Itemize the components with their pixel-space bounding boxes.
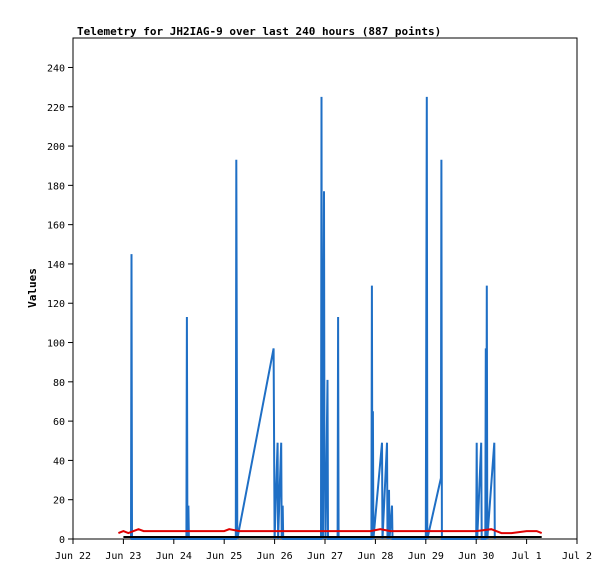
y-tick-label: 20 <box>53 496 65 507</box>
series-layer <box>118 96 543 540</box>
x-axis: Jun 22 Jun 23 Jun 24 Jun 25 Jun 26 Jun 27 Jun … <box>55 539 592 562</box>
chart-title: Telemetry for JH2IAG-9 over last 240 hou… <box>77 25 441 38</box>
y-tick-label: 100 <box>47 339 65 350</box>
y-tick-label: 120 <box>47 299 65 310</box>
y-tick-label: 40 <box>53 456 65 467</box>
x-tick-label: Jul 2 <box>562 551 592 562</box>
y-tick-label: 140 <box>47 260 65 271</box>
x-tick-label: Jun 23 <box>105 551 141 562</box>
y-tick-label: 200 <box>47 142 65 153</box>
y-tick-label: 220 <box>47 103 65 114</box>
x-tick-label: Jun 27 <box>307 551 343 562</box>
y-axis-label: Values <box>26 268 39 308</box>
y-tick-label: 160 <box>47 221 65 232</box>
y-tick-label: 60 <box>53 417 65 428</box>
x-tick-label: Jun 26 <box>257 551 293 562</box>
y-tick-label: 180 <box>47 181 65 192</box>
series-line-1 <box>130 96 496 540</box>
x-tick-label: Jun 30 <box>458 551 494 562</box>
x-tick-label: Jul 1 <box>512 551 542 562</box>
y-tick-label: 240 <box>47 63 65 74</box>
x-tick-label: Jun 28 <box>357 551 393 562</box>
y-axis: 0 20 40 60 80 100 120 140 160 180 200 220 240 <box>47 63 73 546</box>
y-tick-label: 0 <box>59 535 65 546</box>
series-line-2 <box>118 528 543 535</box>
x-tick-label: Jun 22 <box>55 551 91 562</box>
x-tick-label: Jun 25 <box>206 551 242 562</box>
x-tick-label: Jun 29 <box>408 551 444 562</box>
x-tick-label: Jun 24 <box>156 551 192 562</box>
y-tick-label: 80 <box>53 378 65 389</box>
